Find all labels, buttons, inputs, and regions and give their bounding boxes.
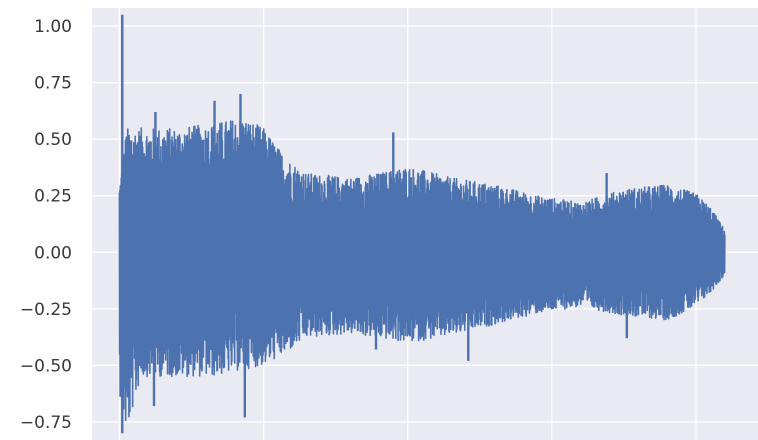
y-tick-label: −0.25 [20,300,72,320]
y-tick-label: 1.00 [34,17,72,37]
y-tick-label: 0.50 [34,130,72,150]
waveform-line [118,120,726,422]
y-tick-label: −0.75 [20,413,72,433]
series-layer [118,14,726,434]
y-tick-label: −0.50 [20,356,72,376]
y-tick-label: 0.25 [34,187,72,207]
y-axis-tick-labels: 1.00 0.75 0.50 0.25 0.00 −0.25 −0.50 −0.75 [20,17,72,433]
y-tick-label: 0.00 [34,243,72,263]
y-tick-label: 0.75 [34,74,72,94]
